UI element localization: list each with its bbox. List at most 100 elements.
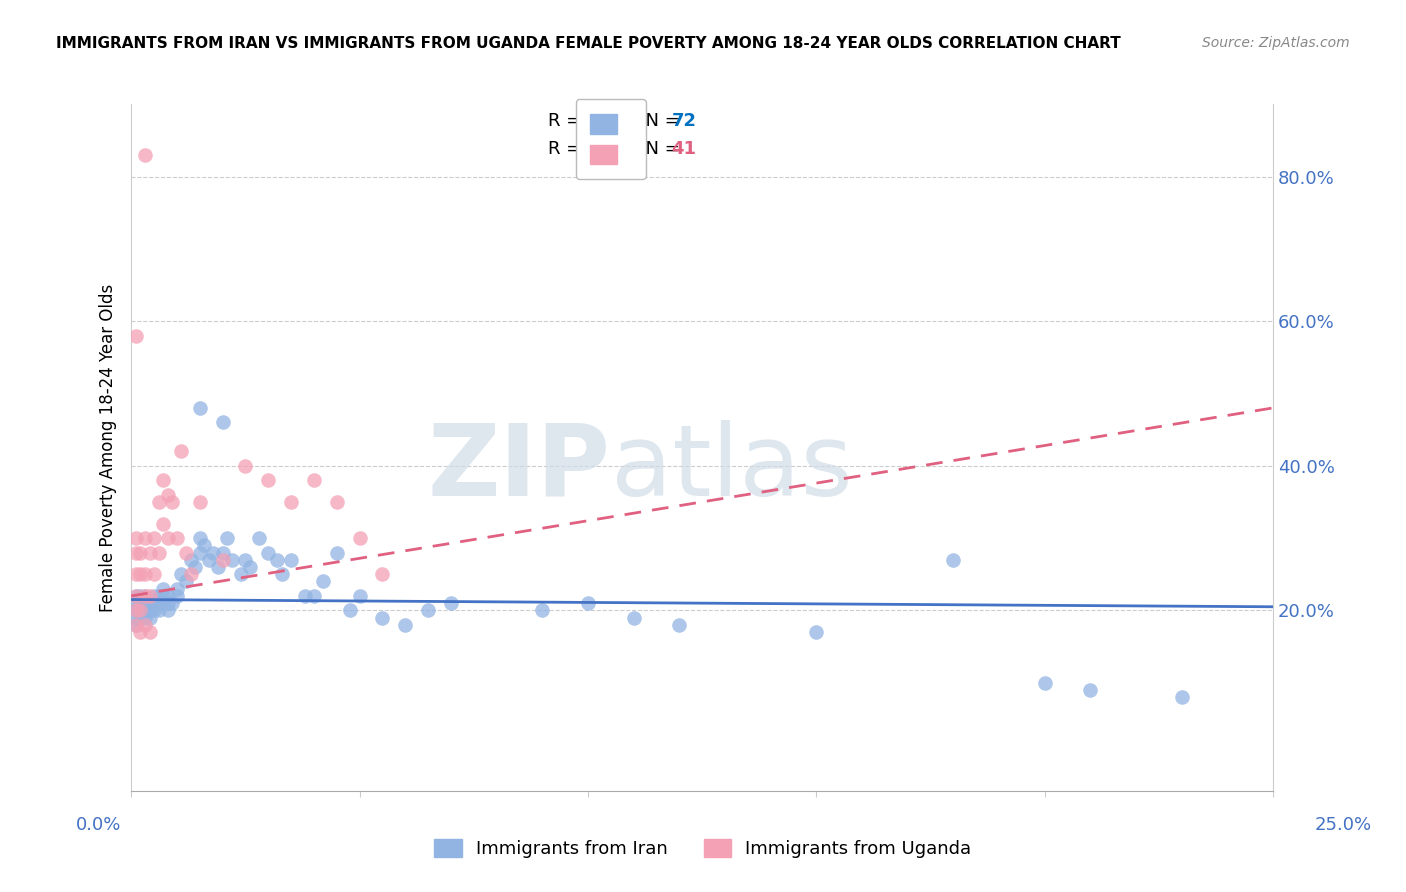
Point: [152, 516, 174, 531]
Point: [125, 618, 148, 632]
Point: [302, 473, 325, 487]
Text: R =: R =: [548, 112, 586, 130]
Point: [211, 545, 233, 559]
Text: 41: 41: [671, 140, 696, 158]
Point: [134, 596, 156, 610]
Point: [211, 416, 233, 430]
Point: [202, 545, 225, 559]
Point: [1078, 682, 1101, 697]
Point: [125, 596, 148, 610]
Point: [280, 553, 302, 567]
Point: [394, 618, 416, 632]
Point: [174, 545, 197, 559]
Text: IMMIGRANTS FROM IRAN VS IMMIGRANTS FROM UGANDA FEMALE POVERTY AMONG 18-24 YEAR O: IMMIGRANTS FROM IRAN VS IMMIGRANTS FROM …: [56, 36, 1121, 51]
Point: [188, 531, 211, 545]
Point: [134, 567, 156, 582]
Point: [166, 531, 188, 545]
Point: [156, 531, 179, 545]
Text: N =: N =: [634, 112, 685, 130]
Point: [188, 495, 211, 509]
Point: [217, 531, 239, 545]
Point: [294, 589, 316, 603]
Text: 0.099: 0.099: [582, 140, 640, 158]
Point: [152, 589, 174, 603]
Point: [125, 589, 148, 603]
Point: [184, 560, 207, 574]
Point: [125, 589, 148, 603]
Point: [138, 603, 160, 617]
Point: [138, 625, 160, 640]
Point: [148, 596, 170, 610]
Point: [129, 567, 152, 582]
Point: [134, 148, 156, 162]
Point: [188, 545, 211, 559]
Point: [193, 538, 215, 552]
Point: [668, 618, 690, 632]
Point: [349, 589, 371, 603]
Point: [156, 488, 179, 502]
Point: [1033, 675, 1056, 690]
Point: [166, 582, 188, 596]
Point: [134, 589, 156, 603]
Point: [235, 458, 257, 473]
Point: [148, 545, 170, 559]
Text: 72: 72: [671, 112, 696, 130]
Point: [280, 495, 302, 509]
Point: [125, 603, 148, 617]
Point: [143, 531, 166, 545]
Text: N =: N =: [634, 140, 685, 158]
Point: [440, 596, 463, 610]
Point: [138, 545, 160, 559]
Point: [312, 574, 335, 589]
Point: [162, 596, 184, 610]
Point: [125, 545, 148, 559]
Point: [138, 610, 160, 624]
Point: [371, 610, 394, 624]
Point: [125, 531, 148, 545]
Text: 25.0%: 25.0%: [1315, 816, 1371, 834]
Point: [134, 531, 156, 545]
Point: [125, 328, 148, 343]
Point: [129, 603, 152, 617]
Point: [129, 596, 152, 610]
Point: [162, 495, 184, 509]
Point: [326, 495, 349, 509]
Point: [125, 618, 148, 632]
Text: R =: R =: [548, 140, 586, 158]
Point: [326, 545, 349, 559]
Point: [349, 531, 371, 545]
Point: [416, 603, 439, 617]
Point: [371, 567, 394, 582]
Point: [129, 603, 152, 617]
Point: [207, 560, 229, 574]
Point: [125, 567, 148, 582]
Point: [942, 553, 965, 567]
Point: [239, 560, 262, 574]
Point: [247, 531, 270, 545]
Point: [198, 553, 221, 567]
Point: [125, 603, 148, 617]
Point: [266, 553, 288, 567]
Point: [129, 589, 152, 603]
Point: [134, 603, 156, 617]
Text: 0.0%: 0.0%: [76, 816, 121, 834]
Legend: Immigrants from Iran, Immigrants from Uganda: Immigrants from Iran, Immigrants from Ug…: [427, 831, 979, 865]
Point: [129, 545, 152, 559]
Point: [152, 582, 174, 596]
Point: [156, 603, 179, 617]
Point: [129, 625, 152, 640]
Point: [143, 603, 166, 617]
Point: [148, 589, 170, 603]
Point: [143, 596, 166, 610]
Point: [174, 574, 197, 589]
Point: [156, 589, 179, 603]
Point: [125, 610, 148, 624]
Point: [576, 596, 599, 610]
Point: [138, 596, 160, 610]
Text: ZIP: ZIP: [427, 420, 610, 516]
Point: [170, 444, 193, 458]
Point: [180, 553, 202, 567]
Point: [129, 610, 152, 624]
Point: [339, 603, 361, 617]
Point: [623, 610, 645, 624]
